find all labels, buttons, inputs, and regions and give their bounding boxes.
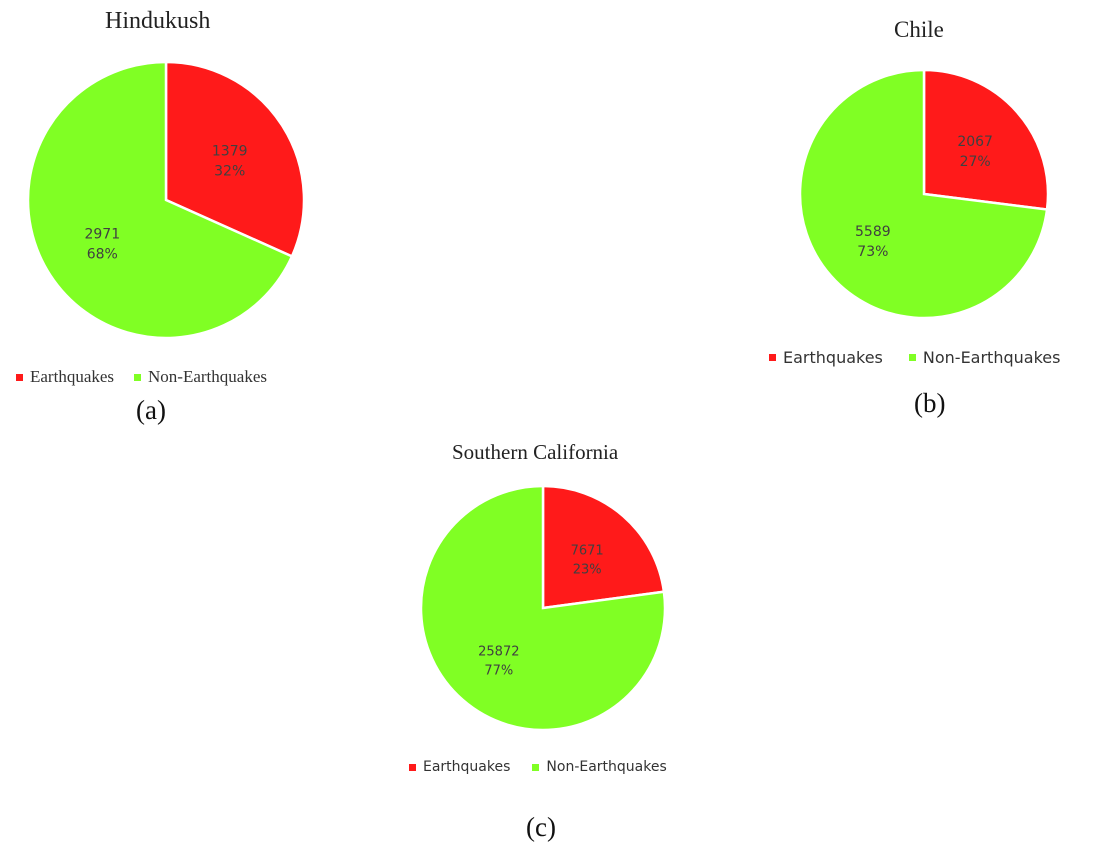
data-label-value: 25872 [478,645,519,660]
data-label-percent: 77% [484,664,513,679]
figure-caption: (c) [526,812,556,842]
data-label-value: 7671 [571,543,604,558]
pie-slice-earthquakes [922,68,1050,211]
chart-title: Hindukush [105,8,211,34]
figure-caption: (a) [136,395,166,425]
pie-chart: 2067 27% 5589 73% [798,68,1050,320]
data-label-percent: 23% [573,562,602,577]
data-label-percent: 32% [214,164,245,180]
legend-label: Non-Earthquakes [922,348,1061,367]
legend-label: Earthquakes [783,348,883,367]
legend-item-non-earthquakes: Non-Earthquakes [532,759,667,775]
chart-legend: Earthquakes Non-Earthquakes [769,348,1060,367]
chart-title: Southern California [452,440,619,464]
data-label-value: 5589 [855,224,891,240]
legend-item-earthquakes: Earthquakes [16,367,114,387]
legend-item-non-earthquakes: Non-Earthquakes [134,367,267,387]
pie-chart: 1379 32% 2971 68% [26,60,306,340]
chart-legend: Earthquakes Non-Earthquakes [409,759,667,775]
legend-swatch [532,763,540,771]
data-label-percent: 27% [960,154,991,170]
chart-legend: Earthquakes Non-Earthquakes [16,367,267,387]
pie-slice-non-earthquakes [798,68,1049,320]
legend-item-earthquakes: Earthquakes [769,348,883,367]
legend-item-non-earthquakes: Non-Earthquakes [908,348,1061,367]
pie-slice-earthquakes [164,60,306,259]
data-label-value: 2971 [84,226,120,242]
legend-label: Earthquakes [423,759,511,775]
figure-caption: (b) [914,388,946,418]
pie-chart: 7671 23% 25872 77% [419,484,667,730]
legend-swatch [409,763,416,771]
legend-item-earthquakes: Earthquakes [409,759,510,775]
legend-swatch [908,354,916,361]
chart-title: Chile [894,17,944,42]
pie-slice-non-earthquakes [419,484,667,730]
data-label-value: 1379 [212,144,248,160]
legend-swatch [16,373,23,381]
legend-swatch [134,373,142,381]
data-label-percent: 73% [857,244,888,260]
data-label-percent: 68% [87,246,118,262]
data-label-value: 2067 [957,134,993,150]
pie-slice-earthquakes [541,484,666,610]
legend-label: Non-Earthquakes [148,367,267,386]
pie-slice-non-earthquakes [26,60,294,340]
legend-label: Non-Earthquakes [546,759,667,775]
legend-label: Earthquakes [30,367,115,386]
legend-swatch [769,354,776,361]
